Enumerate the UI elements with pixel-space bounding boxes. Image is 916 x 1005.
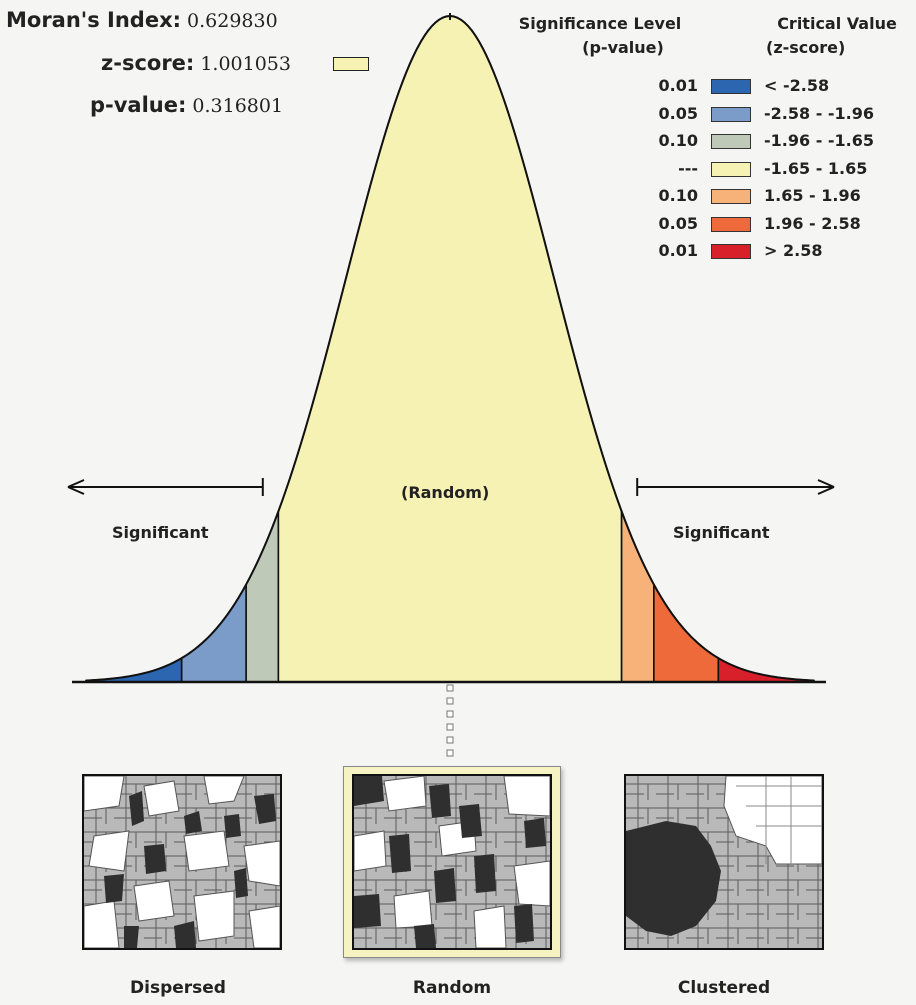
legend-swatch: [711, 106, 751, 122]
map-dispersed: [82, 774, 282, 950]
curve-region: [717, 656, 815, 683]
morans-index-value: 0.629830: [187, 10, 278, 32]
map-clustered-graphic: [626, 776, 822, 948]
normal-distribution-chart: [67, 13, 835, 757]
legend-p-value: 0.05: [658, 103, 698, 123]
zscore-connector-dot: [446, 749, 454, 757]
curve-region: [180, 584, 247, 683]
legend-sig-header-line1: Significance Level: [518, 14, 682, 33]
legend-crit-header-line2: (z-score): [766, 38, 846, 57]
zscore-connector-dot: [446, 736, 454, 744]
map-random-label: Random: [412, 978, 492, 998]
morans-index-label: Moran's Index:: [6, 8, 182, 32]
zscore-connector-dot: [446, 710, 454, 718]
legend-sig-header-line2: (p-value): [582, 38, 664, 57]
map-random-graphic: [354, 776, 550, 948]
map-dispersed-graphic: [84, 776, 280, 948]
curve-region: [85, 656, 183, 683]
legend-swatch: [711, 189, 751, 204]
pvalue-label: p-value:: [90, 93, 187, 117]
legend-z-range: -2.58 - -1.96: [764, 103, 875, 123]
legend-sig-header: Significance Level (p-value): [500, 12, 700, 60]
legend-p-value: ---: [678, 158, 698, 178]
map-clustered: [624, 774, 824, 950]
significant-left-annotation: Significant: [112, 523, 209, 542]
legend-crit-header: Critical Value (z-score): [762, 12, 912, 60]
legend-z-range: 1.65 - 1.96: [764, 186, 861, 205]
zscore-connector-dot: [446, 684, 454, 692]
legend-z-range: < -2.58: [764, 76, 830, 95]
zscore-label: z-score:: [101, 51, 195, 75]
curve-region: [620, 511, 655, 683]
legend-swatch: [711, 134, 751, 149]
zscore-connector-dot: [446, 723, 454, 731]
legend-swatch: [711, 216, 751, 232]
legend-z-range: 1.96 - 2.58: [764, 213, 861, 233]
legend-swatch: [711, 244, 751, 259]
map-random: [352, 774, 552, 950]
random-annotation: (Random): [401, 483, 490, 502]
pvalue-row: p-value: 0.316801: [90, 93, 283, 117]
legend-swatch: [711, 79, 751, 94]
legend-p-value: 0.01: [658, 76, 698, 95]
left-significance-arrow: [67, 478, 264, 496]
legend-z-range: -1.65 - 1.65: [764, 158, 868, 178]
curve-region: [277, 15, 623, 683]
legend-p-value: 0.10: [658, 131, 698, 150]
legend-crit-header-line1: Critical Value: [777, 14, 897, 33]
zscore-value: 1.001053: [200, 53, 291, 75]
map-clustered-label: Clustered: [677, 978, 771, 998]
pvalue-value: 0.316801: [192, 95, 284, 117]
curve-region: [245, 511, 280, 683]
legend-p-value: 0.10: [658, 186, 698, 205]
significant-right-annotation: Significant: [673, 523, 770, 542]
legend-p-value: 0.01: [658, 241, 698, 260]
zscore-connector-dot: [446, 697, 454, 705]
map-dispersed-label: Dispersed: [130, 978, 226, 998]
legend-z-range: -1.96 - -1.65: [764, 131, 875, 150]
right-significance-arrow: [636, 478, 835, 496]
legend-swatch: [711, 161, 751, 177]
morans-index-row: Moran's Index: 0.629830: [6, 8, 278, 32]
zscore-row: z-score: 1.001053: [101, 51, 291, 75]
legend-z-range: > 2.58: [764, 241, 823, 260]
zscore-swatch: [333, 57, 369, 71]
legend-p-value: 0.05: [658, 213, 698, 233]
curve-region: [653, 584, 720, 683]
